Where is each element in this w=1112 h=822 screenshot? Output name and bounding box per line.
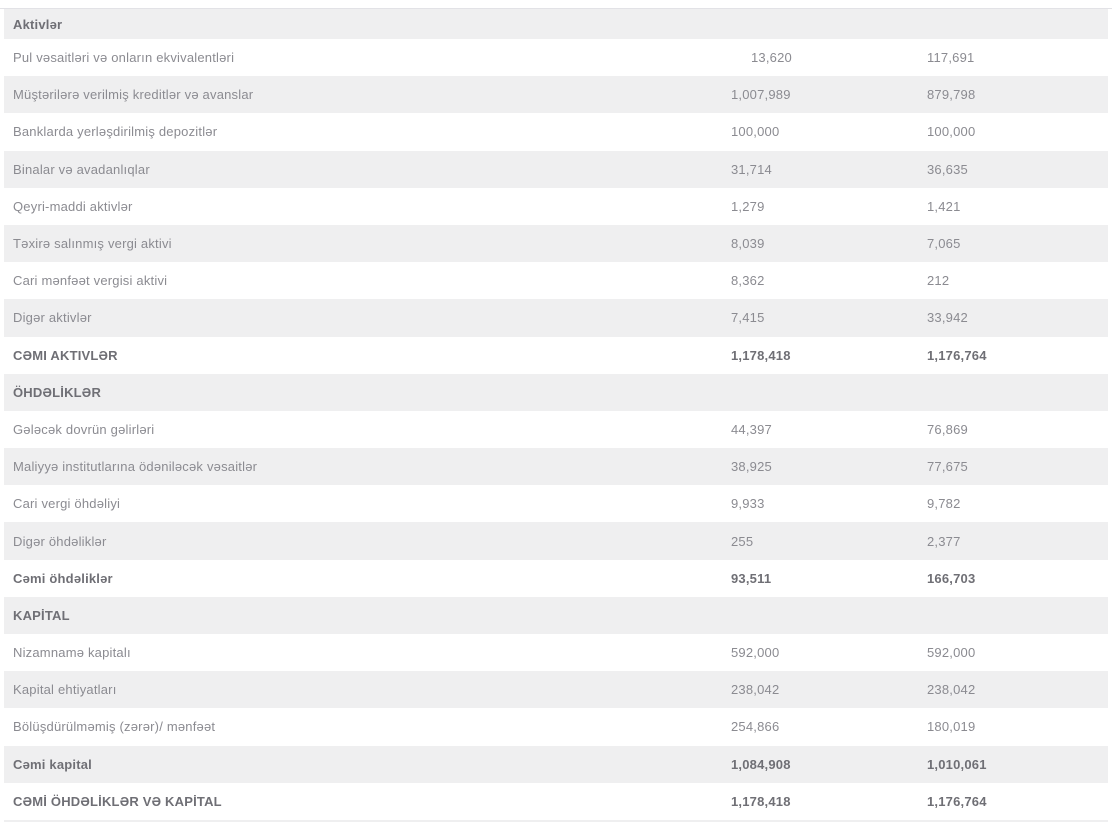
total-row: Cəmi öhdəliklər 93,511 166,703 bbox=[4, 560, 1108, 597]
value-col2: 33,942 bbox=[927, 310, 968, 326]
value-col1: 93,511 bbox=[731, 570, 772, 586]
total-row: CƏMİ ÖHDƏLİKLƏR VƏ KAPİTAL 1,178,418 1,1… bbox=[4, 783, 1108, 820]
value-col1: 13,620 bbox=[751, 50, 792, 66]
value-col1: 592,000 bbox=[731, 645, 780, 661]
value-col2: 1,176,764 bbox=[927, 793, 987, 809]
value-col2: 180,019 bbox=[927, 719, 976, 735]
table-row: Bölüşdürülməmiş (zərər)/ mənfəət 254,866… bbox=[4, 708, 1108, 745]
value-col1: 7,415 bbox=[731, 310, 765, 326]
row-label: Cari mənfəət vergisi aktivi bbox=[13, 273, 168, 289]
row-label: Təxirə salınmış vergi aktivi bbox=[13, 236, 172, 252]
value-col1: 1,084,908 bbox=[731, 756, 791, 772]
value-col2: 592,000 bbox=[927, 645, 976, 661]
section-row: ÖHDƏLİKLƏR bbox=[4, 373, 1108, 411]
table-row: Kapital ehtiyatları 238,042 238,042 bbox=[4, 671, 1108, 709]
row-label: ÖHDƏLİKLƏR bbox=[13, 384, 102, 400]
table-row: Təxirə salınmış vergi aktivi 8,039 7,065 bbox=[4, 224, 1108, 263]
row-label: Digər öhdəliklər bbox=[13, 533, 107, 549]
row-label: Qeyri-maddi aktivlər bbox=[13, 198, 133, 214]
value-col1: 38,925 bbox=[731, 459, 772, 475]
value-col1: 8,039 bbox=[731, 236, 765, 252]
row-label: Cari vergi öhdəliyi bbox=[13, 496, 121, 512]
table-row: Müştərilərə verilmiş kreditlər və avansl… bbox=[4, 76, 1108, 114]
value-col2: 879,798 bbox=[927, 87, 976, 103]
value-col2: 36,635 bbox=[927, 161, 968, 177]
row-label: Banklarda yerləşdirilmiş depozitlər bbox=[13, 124, 218, 140]
value-col2: 238,042 bbox=[927, 682, 976, 698]
value-col1: 255 bbox=[731, 533, 754, 549]
table-row: Banklarda yerləşdirilmiş depozitlər 100,… bbox=[4, 113, 1108, 150]
value-col2: 100,000 bbox=[927, 124, 976, 140]
table-row: Digər aktivlər 7,415 33,942 bbox=[4, 299, 1108, 337]
row-label: Cəmi kapital bbox=[13, 756, 92, 772]
table-row: Pul vəsaitləri və onların ekvivalentləri… bbox=[4, 39, 1108, 76]
row-label: Cəmi öhdəliklər bbox=[13, 570, 113, 586]
table-row: Nizamnamə kapitalı 592,000 592,000 bbox=[4, 634, 1108, 671]
table-row: Cari mənfəət vergisi aktivi 8,362 212 bbox=[4, 262, 1108, 299]
row-label: Digər aktivlər bbox=[13, 310, 92, 326]
value-col2: 1,176,764 bbox=[927, 347, 987, 363]
value-col1: 1,279 bbox=[731, 198, 765, 214]
row-label: Binalar və avadanlıqlar bbox=[13, 161, 150, 177]
balance-sheet-table: Aktivlər Pul vəsaitləri və onların ekviv… bbox=[4, 9, 1108, 820]
table-top-border bbox=[0, 8, 1112, 9]
value-col2: 212 bbox=[927, 273, 950, 289]
row-label: CƏMI AKTIVLƏR bbox=[13, 347, 118, 363]
value-col2: 76,869 bbox=[927, 421, 968, 437]
total-row: Cəmi kapital 1,084,908 1,010,061 bbox=[4, 745, 1108, 783]
section-row: KAPİTAL bbox=[4, 596, 1108, 634]
value-col1: 31,714 bbox=[731, 161, 772, 177]
value-col2: 77,675 bbox=[927, 459, 968, 475]
next-row-peek bbox=[4, 820, 1108, 822]
value-col2: 2,377 bbox=[927, 533, 961, 549]
value-col1: 1,178,418 bbox=[731, 347, 791, 363]
value-col2: 117,691 bbox=[927, 50, 975, 66]
table-row: Digər öhdəliklər 255 2,377 bbox=[4, 522, 1108, 560]
value-col1: 1,007,989 bbox=[731, 87, 791, 103]
row-label: Müştərilərə verilmiş kreditlər və avansl… bbox=[13, 87, 254, 103]
table-row: Binalar və avadanlıqlar 31,714 36,635 bbox=[4, 150, 1108, 188]
table-row: Cari vergi öhdəliyi 9,933 9,782 bbox=[4, 485, 1108, 522]
value-col2: 7,065 bbox=[927, 236, 961, 252]
value-col2: 1,010,061 bbox=[927, 756, 987, 772]
value-col2: 1,421 bbox=[927, 198, 961, 214]
table-row: Qeyri-maddi aktivlər 1,279 1,421 bbox=[4, 188, 1108, 225]
value-col2: 9,782 bbox=[927, 496, 961, 512]
value-col2: 166,703 bbox=[927, 570, 976, 586]
row-label: Maliyyə institutlarına ödəniləcək vəsait… bbox=[13, 459, 258, 475]
value-col1: 8,362 bbox=[731, 273, 765, 289]
section-row: Aktivlər bbox=[4, 9, 1108, 39]
value-col1: 100,000 bbox=[731, 124, 780, 140]
value-col1: 1,178,418 bbox=[731, 793, 791, 809]
row-label: Pul vəsaitləri və onların ekvivalentləri bbox=[13, 50, 235, 66]
row-label: Aktivlər bbox=[13, 16, 63, 32]
value-col1: 9,933 bbox=[731, 496, 765, 512]
total-row: CƏMI AKTIVLƏR 1,178,418 1,176,764 bbox=[4, 337, 1108, 374]
value-col1: 44,397 bbox=[731, 421, 772, 437]
row-label: Nizamnamə kapitalı bbox=[13, 645, 131, 661]
table-row: Maliyyə institutlarına ödəniləcək vəsait… bbox=[4, 448, 1108, 486]
row-label: CƏMİ ÖHDƏLİKLƏR VƏ KAPİTAL bbox=[13, 793, 222, 809]
row-label: Gələcək dovrün gəlirləri bbox=[13, 421, 155, 437]
row-label: Bölüşdürülməmiş (zərər)/ mənfəət bbox=[13, 719, 216, 735]
table-row: Gələcək dovrün gəlirləri 44,397 76,869 bbox=[4, 411, 1108, 448]
row-label: KAPİTAL bbox=[13, 607, 70, 623]
value-col1: 238,042 bbox=[731, 682, 780, 698]
value-col1: 254,866 bbox=[731, 719, 780, 735]
row-label: Kapital ehtiyatları bbox=[13, 682, 117, 698]
